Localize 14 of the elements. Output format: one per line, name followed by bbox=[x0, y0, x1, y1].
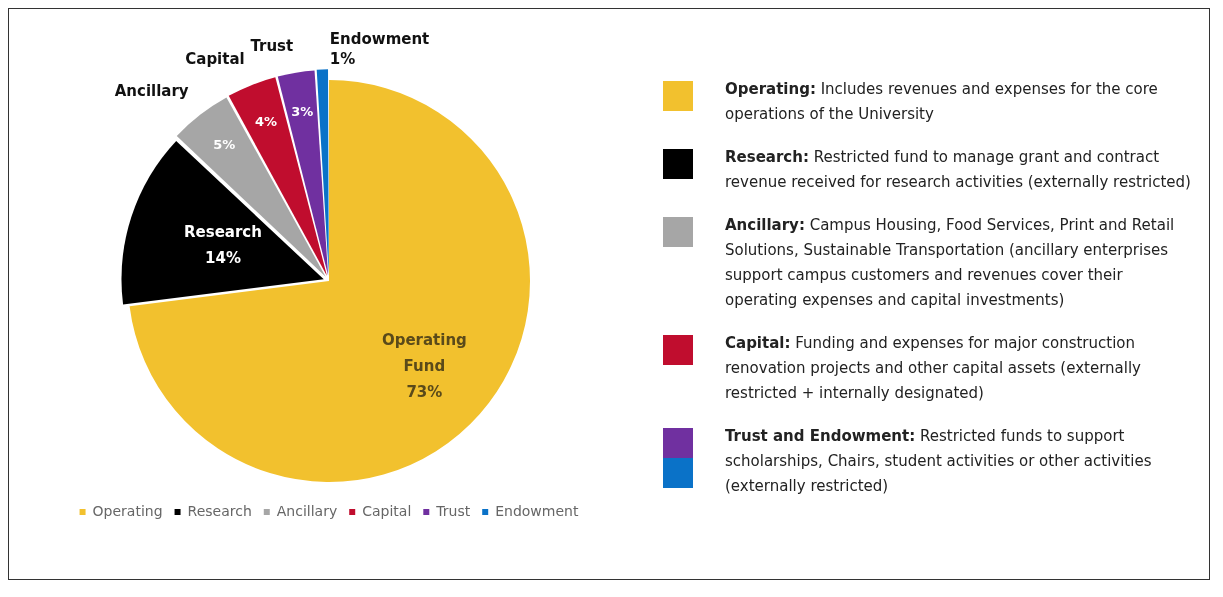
legend-label: Ancillary bbox=[276, 502, 338, 519]
legend-label: Capital bbox=[362, 502, 412, 519]
text: Ancillary: Campus Housing, Food Services, Print and Retail Solutions, Sustainable Transportation (ancillary enterprises support campus customers and revenues cover their operating expenses and capital investments) bbox=[725, 216, 1175, 309]
text: Capital: Funding and expenses for major construction renovation projects and other capital assets (externally restricted + internally designated) bbox=[725, 334, 1141, 402]
legend-label: Research bbox=[187, 502, 252, 519]
data-label: Operating Fund 73% bbox=[381, 331, 467, 402]
text: Operating: Includes revenues and expenses for the core operations of the University bbox=[725, 80, 1158, 123]
legend-label: Endowment bbox=[495, 502, 579, 519]
text: Research: Restricted fund to manage grant and contract revenue received for research activities (externally restricted) bbox=[725, 148, 1191, 191]
legend-label: Operating bbox=[92, 502, 163, 519]
data-label: Endowment 1% bbox=[329, 30, 430, 68]
legend-label: Trust bbox=[435, 502, 471, 519]
data-label: Research 14% bbox=[184, 223, 262, 268]
text: Trust and Endowment: Restricted funds to support scholarships, Chairs, student activities or other activities (externally restricted) bbox=[725, 427, 1152, 495]
